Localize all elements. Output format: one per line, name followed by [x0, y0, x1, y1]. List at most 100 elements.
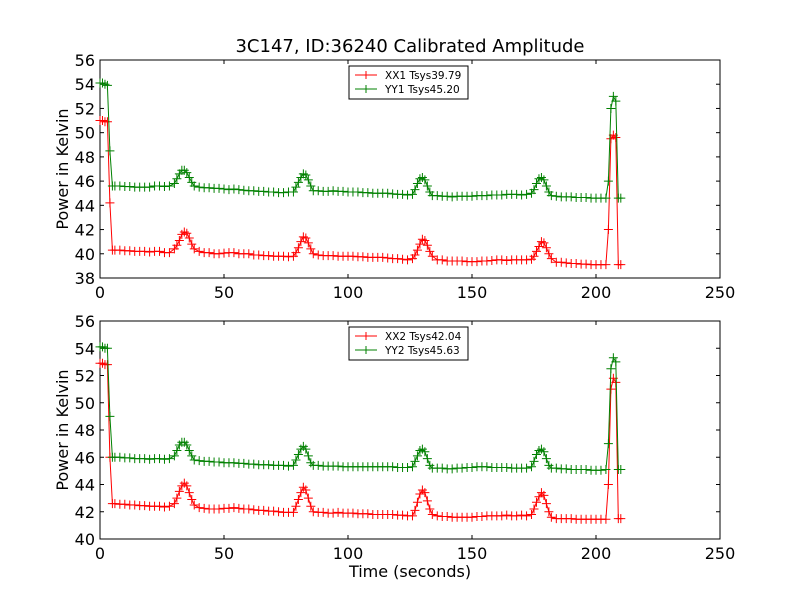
data-point [477, 512, 487, 522]
data-point [571, 258, 581, 268]
series-1 [95, 358, 626, 524]
data-point [534, 174, 544, 184]
data-point [239, 185, 249, 195]
data-point [169, 499, 179, 509]
series-2 [95, 78, 626, 203]
legend-label: XX2 Tsys42.04 [385, 331, 462, 343]
data-point [187, 451, 197, 461]
data-point [546, 512, 556, 522]
data-point [378, 252, 388, 262]
data-point [333, 507, 343, 517]
data-point [531, 450, 541, 460]
data-point [229, 248, 239, 258]
data-point [410, 250, 420, 260]
data-point [306, 181, 316, 191]
data-point [244, 249, 254, 259]
data-point [189, 244, 199, 254]
data-point [561, 464, 571, 474]
data-point [177, 229, 187, 239]
figure-title: 3C147, ID:36240 Calibrated Amplitude [235, 36, 584, 57]
data-point [187, 177, 197, 187]
data-point [333, 461, 343, 471]
data-point [398, 189, 408, 199]
data-point [199, 503, 209, 513]
data-point [155, 454, 165, 464]
data-point [561, 258, 571, 268]
data-point [544, 507, 554, 517]
data-point [194, 182, 204, 192]
data-point [529, 251, 539, 261]
data-point [442, 512, 452, 522]
data-point [174, 486, 184, 496]
data-point [353, 187, 363, 197]
data-point [581, 192, 591, 202]
data-point [328, 508, 338, 518]
y-tick-label: 56 [75, 51, 95, 70]
data-point [303, 175, 313, 185]
data-point [328, 251, 338, 261]
data-point [249, 459, 259, 469]
data-point [522, 255, 532, 265]
data-point [229, 458, 239, 468]
y-tick-label: 56 [75, 312, 95, 331]
data-point [425, 504, 435, 514]
data-point [110, 499, 120, 509]
data-point [164, 454, 174, 464]
data-point [415, 445, 425, 455]
data-point [403, 190, 413, 200]
x-tick-label: 50 [214, 283, 234, 302]
data-point [363, 188, 373, 198]
data-point [214, 504, 224, 514]
data-point [303, 493, 313, 503]
data-point [306, 244, 316, 254]
x-tick-label: 250 [705, 544, 736, 563]
data-point [301, 485, 311, 495]
data-point [293, 450, 303, 460]
data-point [169, 244, 179, 254]
y-tick-label: 48 [75, 421, 95, 440]
data-point [531, 246, 541, 256]
data-point [447, 192, 457, 202]
data-point [301, 170, 311, 180]
data-point [407, 189, 417, 199]
x-tick-label: 200 [581, 283, 612, 302]
data-point [566, 192, 576, 202]
data-point [536, 237, 546, 247]
data-point [601, 193, 611, 203]
data-point [291, 248, 301, 258]
data-point [97, 342, 107, 352]
data-point [184, 172, 194, 182]
data-point [140, 454, 150, 464]
data-point [531, 179, 541, 189]
data-point [189, 500, 199, 510]
data-point [224, 185, 234, 195]
data-point [155, 501, 165, 511]
data-point [541, 243, 551, 253]
series-1 [95, 116, 626, 270]
data-point [457, 463, 467, 473]
data-point [214, 249, 224, 259]
data-point [407, 511, 417, 521]
data-point [164, 501, 174, 511]
legend-label: YY2 Tsys45.63 [384, 345, 460, 357]
data-point [234, 503, 244, 513]
data-point [487, 255, 497, 265]
data-point [214, 457, 224, 467]
legend-label: YY1 Tsys45.20 [384, 84, 460, 96]
data-point [363, 509, 373, 519]
data-point [308, 507, 318, 517]
data-point [274, 507, 284, 517]
legend-label: XX1 Tsys39.79 [385, 70, 461, 82]
data-point [581, 259, 591, 269]
data-point [410, 456, 420, 466]
data-point [239, 458, 249, 468]
data-point [427, 251, 437, 261]
data-point [204, 456, 214, 466]
x-axis-label: Time (seconds) [348, 562, 471, 581]
data-point [145, 182, 155, 192]
data-point [527, 462, 537, 472]
data-point [264, 460, 274, 470]
data-point [482, 191, 492, 201]
data-point [412, 451, 422, 461]
data-point [182, 168, 192, 178]
